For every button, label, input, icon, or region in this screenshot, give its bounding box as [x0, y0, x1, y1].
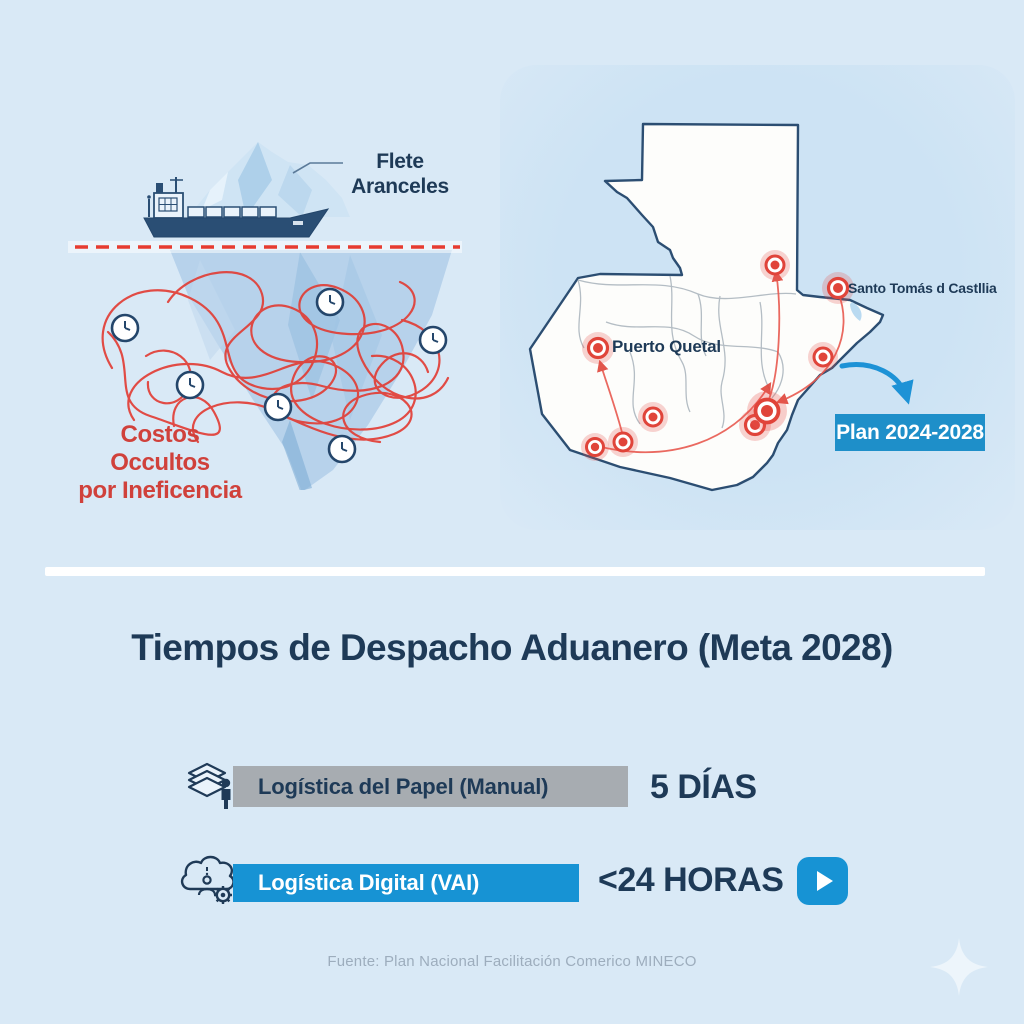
paper-stack-person-icon: [187, 762, 231, 809]
port-marker-large: [747, 391, 787, 431]
bay-shape: [850, 302, 862, 321]
plan-badge: Plan 2024-2028: [835, 414, 985, 451]
clock-icon: [315, 287, 345, 317]
department-borders: [577, 275, 797, 429]
clock-icon: [418, 325, 448, 355]
iceberg-illustration: [68, 142, 462, 490]
clock-icon: [175, 370, 205, 400]
port-marker: [760, 250, 790, 280]
bar-digital-label: Logística Digital (VAI): [258, 870, 480, 895]
port-marker-santo-tomas: [822, 272, 854, 304]
surface-costs-label: Flete Aranceles: [340, 149, 460, 199]
hidden-costs-line2: por Ineficencia: [78, 477, 242, 504]
port-marker: [608, 427, 638, 457]
source-attribution: Fuente: Plan Nacional Facilitación Comer…: [327, 953, 697, 970]
plan-arrow-icon: [839, 362, 914, 405]
bar-digital: Logística Digital (VAI): [233, 864, 579, 902]
value-digital: <24 HORAS: [598, 861, 784, 899]
map-label-puerto-quetzal: Puerto Quetal: [612, 337, 721, 356]
gear-icon: [214, 886, 232, 904]
sparkle-icon: [930, 938, 988, 996]
section-title: Tiempos de Despacho Aduanero (Meta 2028): [131, 627, 893, 668]
section-divider: [45, 567, 985, 576]
value-manual: 5 DÍAS: [650, 768, 757, 806]
cargo-ship-icon: [143, 177, 330, 238]
hidden-costs-line1: Costos Occultos: [110, 421, 210, 476]
guatemala-map: [528, 122, 914, 492]
map-markers: [581, 250, 854, 461]
cloud-person-gear-icon: [180, 855, 235, 904]
port-marker: [638, 402, 668, 432]
clock-icon: [110, 313, 140, 343]
surface-costs-line2: Aranceles: [351, 175, 449, 198]
country-outline: [528, 122, 885, 492]
port-marker: [808, 342, 838, 372]
play-icon: [817, 871, 833, 891]
bar-manual-label: Logística del Papel (Manual): [258, 773, 549, 799]
surface-costs-line1: Flete: [376, 150, 424, 173]
play-button[interactable]: [797, 857, 848, 905]
port-marker-puerto-quetzal: [582, 332, 614, 364]
hidden-costs-label: Costos Occultos por Ineficencia: [70, 421, 250, 505]
iceberg-above-water: [188, 142, 350, 217]
map-label-santo-tomas: Santo Tomás d Castllia: [848, 280, 997, 296]
bar-manual: Logística del Papel (Manual): [233, 766, 628, 807]
clock-icon: [263, 392, 293, 422]
label-connector-line: [292, 162, 343, 174]
port-marker: [581, 433, 609, 461]
clock-icons: [110, 287, 448, 464]
clock-icon: [327, 434, 357, 464]
